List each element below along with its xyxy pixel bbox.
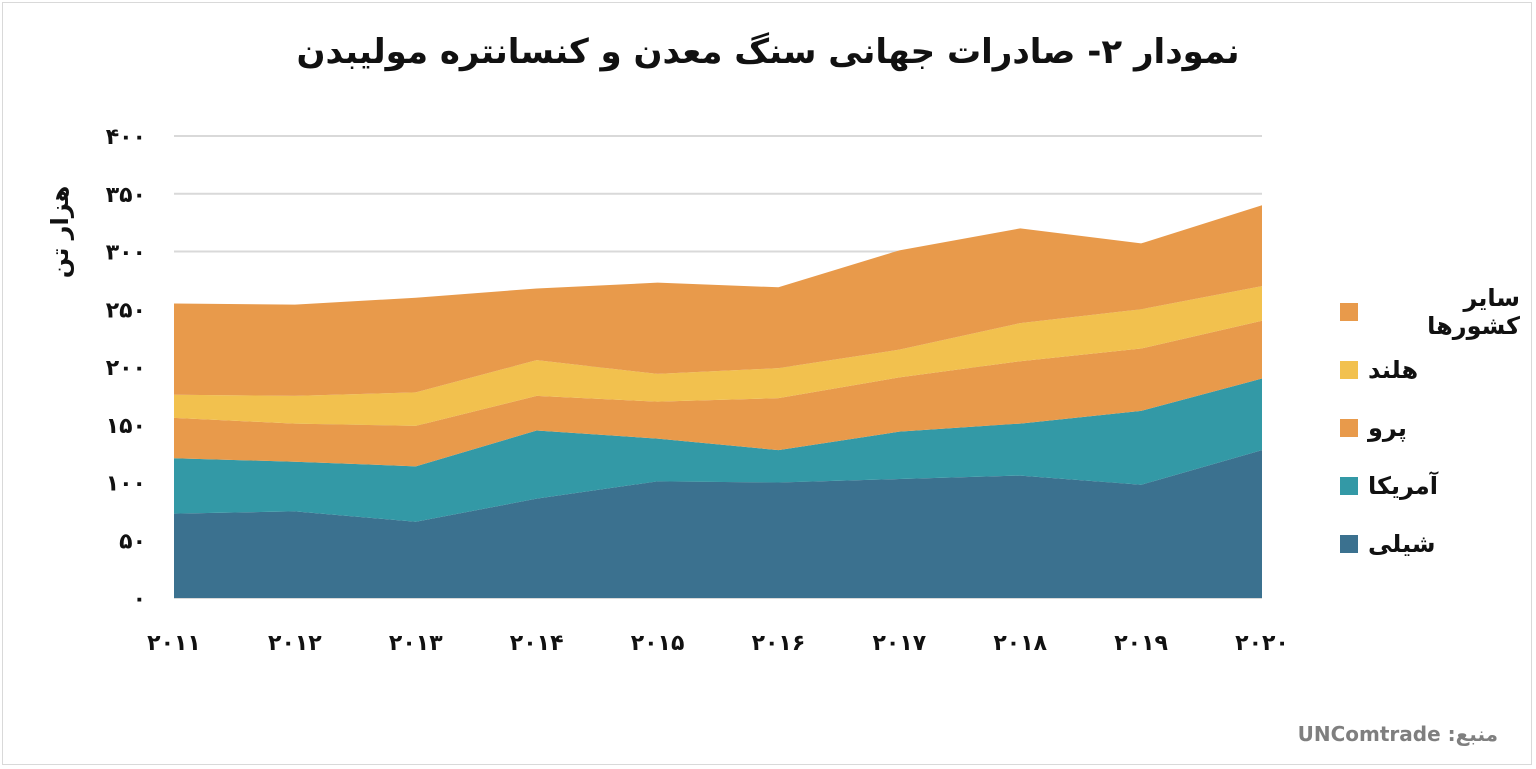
legend-item: هلند	[1340, 355, 1520, 384]
y-tick-label: ۵۰	[119, 529, 146, 554]
y-tick-label: ۱۰۰	[106, 472, 146, 497]
x-tick-labels: ۲۰۱۱ ۲۰۱۲ ۲۰۱۳ ۲۰۱۴ ۲۰۱۵ ۲۰۱۶ ۲۰۱۷ ۲۰۱۸ ۲۰۱۹ ۲۰۲۰	[147, 631, 1289, 656]
y-tick-label: ۳۰۰	[106, 241, 146, 266]
y-tick-labels: ۰ ۵۰ ۱۰۰ ۱۵۰ ۲۰۰ ۲۵۰ ۳۰۰ ۳۵۰ ۴۰۰	[106, 125, 146, 612]
x-tick-label: ۲۰۱۷	[872, 631, 926, 656]
x-tick-label: ۲۰۱۳	[389, 631, 443, 656]
legend-label: هلند	[1368, 355, 1419, 384]
area-series-2	[174, 320, 1262, 467]
y-axis-label: هزار تن	[46, 186, 74, 279]
legend-item: آمریکا	[1340, 471, 1520, 500]
area-series-3	[174, 286, 1262, 426]
x-tick-label: ۲۰۱۴	[510, 631, 564, 656]
legend-swatch	[1340, 476, 1358, 495]
y-tick-label: ۱۵۰	[106, 414, 146, 439]
x-tick-label: ۲۰۱۱	[147, 631, 201, 656]
area-series	[174, 205, 1262, 598]
x-tick-label: ۲۰۲۰	[1235, 631, 1289, 656]
legend-label: آمریکا	[1368, 471, 1438, 500]
legend-item: سایر کشورها	[1340, 284, 1520, 340]
y-tick-label: ۴۰۰	[106, 125, 146, 150]
x-tick-label: ۲۰۱۲	[268, 631, 322, 656]
source-note: منبع: UNComtrade	[1297, 722, 1498, 746]
legend-swatch	[1340, 360, 1358, 379]
legend-label: سایر کشورها	[1427, 283, 1520, 340]
chart-title: نمودار ۲- صادرات جهانی سنگ معدن و کنسانت…	[296, 32, 1240, 72]
legend: سایر کشورها هلند پرو آمریکا شیلی	[1340, 284, 1520, 590]
y-tick-label: ۳۵۰	[106, 183, 146, 208]
y-tick-label: ۲۰۰	[106, 356, 146, 381]
x-tick-label: ۲۰۱۹	[1114, 631, 1168, 656]
y-tick-label: ۰	[133, 587, 146, 612]
area-series-4	[174, 205, 1262, 396]
legend-item: شیلی	[1340, 529, 1520, 558]
area-series-0	[174, 450, 1262, 598]
legend-label: پرو	[1368, 413, 1407, 442]
x-tick-label: ۲۰۱۸	[993, 631, 1047, 656]
legend-label: شیلی	[1368, 529, 1436, 558]
y-tick-label: ۲۵۰	[106, 298, 146, 323]
x-tick-label: ۲۰۱۶	[752, 631, 806, 656]
area-series-1	[174, 378, 1262, 522]
legend-swatch	[1340, 418, 1358, 437]
legend-swatch	[1340, 534, 1358, 553]
legend-swatch	[1340, 302, 1358, 321]
legend-item: پرو	[1340, 413, 1520, 442]
x-tick-label: ۲۰۱۵	[631, 631, 685, 656]
